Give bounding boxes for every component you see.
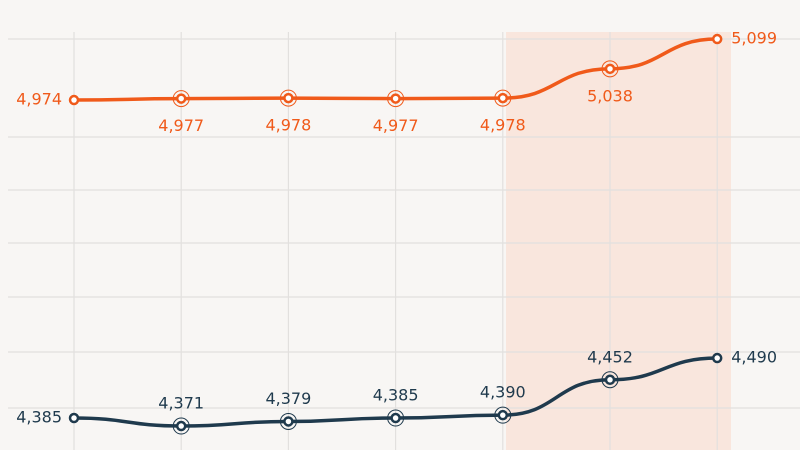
marker: [283, 92, 294, 104]
marker-halo: [172, 417, 190, 435]
marker: [283, 416, 294, 427]
value-label: 4,371: [158, 394, 204, 413]
marker-halo: [172, 90, 190, 108]
marker-halo: [279, 89, 297, 107]
value-label: 4,974: [16, 90, 62, 109]
marker: [68, 412, 80, 424]
value-label: 4,978: [265, 116, 311, 135]
value-label: 4,379: [265, 389, 311, 408]
horizontal-grid: [8, 38, 800, 409]
marker: [175, 93, 187, 104]
marker-halo: [387, 90, 405, 108]
marker: [711, 352, 723, 364]
marker: [604, 374, 616, 386]
value-label: 4,452: [587, 347, 633, 366]
marker-halo: [387, 409, 405, 427]
value-label: 4,385: [373, 386, 419, 405]
value-label: 4,977: [158, 116, 204, 135]
marker-halo: [601, 371, 619, 389]
marker: [497, 92, 509, 104]
marker-halo: [494, 406, 512, 424]
marker-halo: [279, 412, 297, 430]
marker: [175, 420, 187, 432]
marker: [711, 33, 723, 45]
value-label: 4,490: [731, 348, 777, 367]
value-label: 5,038: [587, 86, 633, 105]
marker: [604, 63, 616, 75]
value-label: 5,099: [731, 29, 777, 48]
marker: [68, 94, 80, 106]
value-label: 4,978: [480, 116, 526, 135]
marker-halo: [601, 60, 619, 78]
marker: [390, 93, 401, 104]
value-label: 4,390: [480, 383, 526, 402]
marker-halo: [494, 89, 512, 107]
marker: [390, 412, 401, 424]
value-label: 4,977: [373, 116, 419, 135]
marker: [497, 409, 509, 421]
value-label: 4,385: [16, 408, 62, 427]
